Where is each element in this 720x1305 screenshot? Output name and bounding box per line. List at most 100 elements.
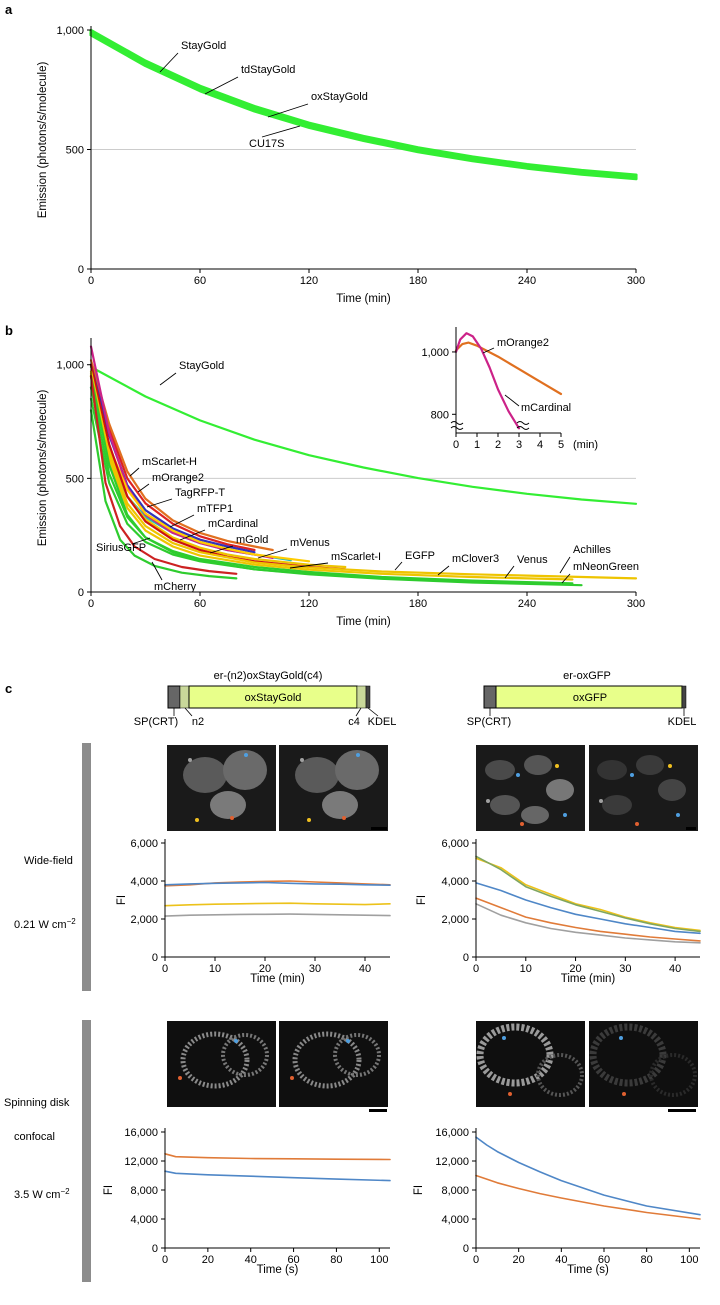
x-tick-label: 0 <box>162 963 168 975</box>
annotation-leader <box>267 103 309 118</box>
x-tick-label: 0 <box>453 439 459 451</box>
chart-c1: 0 10 20 30 40 0 2,000 4,000 6,000 Time (min) FI <box>116 838 391 985</box>
y-tick-label: 0 <box>152 1243 158 1255</box>
annotation-leader <box>504 394 520 407</box>
label-sp-crt-left: SP(CRT) <box>134 716 178 728</box>
axis-break-mark <box>516 421 530 425</box>
chart-c4: 0 20 40 60 80 100 0 4,000 8,000 12,000 16,000 Time … <box>413 1127 701 1276</box>
series-annotation: CU17S <box>249 138 284 150</box>
x-tick-label: 4 <box>537 439 543 451</box>
x-tick-label: 300 <box>627 275 645 287</box>
y-axis-label: FI <box>116 895 128 905</box>
y-axis-label: Emission (photons/s/molecule) <box>37 390 49 547</box>
y-tick-label: 6,000 <box>130 838 158 850</box>
x-tick-label: 120 <box>300 598 318 610</box>
x-axis-label: Time (s) <box>257 1264 299 1276</box>
series-line-tdstaygold <box>89 30 638 178</box>
annotation-leader <box>394 561 403 571</box>
y-tick-label: 4,000 <box>130 876 158 888</box>
panel-label-a: a <box>5 2 13 17</box>
annotation-leader <box>261 125 301 138</box>
x-axis-label: Time (min) <box>250 973 305 985</box>
y-tick-label: 0 <box>463 1243 469 1255</box>
y-axis-label: FI <box>413 1185 425 1195</box>
x-tick-label: 0 <box>473 963 479 975</box>
x-tick-label: 3 <box>516 439 522 451</box>
row2-label-2: confocal <box>14 1131 55 1143</box>
signal-peptide-block-right <box>483 685 497 709</box>
x-axis-label: Time (min) <box>336 616 391 628</box>
x-tick-label: 5 <box>558 439 564 451</box>
y-tick-label: 500 <box>66 473 84 485</box>
construct-right-body: oxGFP <box>573 692 607 704</box>
row2-label-1: Spinning disk <box>4 1097 70 1109</box>
y-axis-label: Emission (photons/s/molecule) <box>37 62 49 219</box>
y-tick-label: 500 <box>66 145 84 157</box>
x-tick-label: 40 <box>245 1254 257 1266</box>
panel-label-b: b <box>5 323 13 338</box>
row1-power: 0.21 W cm−2 <box>14 917 76 931</box>
x-tick-label: 60 <box>598 1254 610 1266</box>
annotation-leader <box>137 483 150 493</box>
axis-break-mark <box>450 421 464 425</box>
y-tick-label: 16,000 <box>435 1127 469 1139</box>
x-tick-label: 120 <box>300 275 318 287</box>
series-annotation: tdStayGold <box>241 64 295 76</box>
series-annotation: mCardinal <box>521 402 571 414</box>
annotation-leader <box>129 467 140 477</box>
micrograph-sd-right-post <box>589 1021 698 1112</box>
series-line-mvenus <box>89 375 347 569</box>
series-annotation: StayGold <box>181 40 226 52</box>
x-tick-label: 40 <box>669 963 681 975</box>
y-tick-label: 4,000 <box>441 1214 469 1226</box>
series-annotation: StayGold <box>179 360 224 372</box>
annotation-leader <box>504 565 515 579</box>
y-axis-label: FI <box>103 1185 115 1195</box>
y-tick-label: 6,000 <box>441 838 469 850</box>
chart-c2: 0 10 20 30 40 0 2,000 4,000 6,000 Time (min) FI <box>416 838 701 985</box>
series-annotation: mGold <box>236 534 268 546</box>
micrograph-wf-right-post <box>589 745 698 831</box>
series-annotation: mCherry <box>154 581 197 593</box>
annotation-leader <box>257 548 288 559</box>
label-sp-crt-right: SP(CRT) <box>467 716 511 728</box>
series-line-blue <box>475 1136 701 1216</box>
series-line-blue <box>164 881 391 887</box>
annotation-leader <box>151 561 163 581</box>
annotation-leader <box>559 556 571 574</box>
series-annotation: mOrange2 <box>152 472 204 484</box>
series-annotation: SiriusGFP <box>96 542 146 554</box>
y-tick-label: 0 <box>463 952 469 964</box>
y-tick-label: 1,000 <box>421 347 449 359</box>
micrograph-wf-left-post <box>279 745 388 831</box>
series-line-blue <box>164 1170 391 1182</box>
series-line-staygold <box>89 365 638 505</box>
annotation-leader <box>159 372 177 386</box>
series-annotation: Venus <box>517 554 548 566</box>
y-tick-label: 800 <box>431 409 449 421</box>
series-line-morange2 <box>454 341 563 396</box>
y-tick-label: 4,000 <box>441 876 469 888</box>
annotation-leader <box>204 76 239 95</box>
row1-label: Wide-field <box>24 855 73 867</box>
x-tick-label: 20 <box>259 963 271 975</box>
series-annotation: mClover3 <box>452 553 499 565</box>
signal-peptide-block <box>167 685 181 709</box>
row2-bar <box>82 1020 91 1282</box>
c4-block <box>356 685 367 709</box>
x-tick-label: 20 <box>513 1254 525 1266</box>
y-tick-label: 4,000 <box>130 1214 158 1226</box>
x-axis-label: Time (s) <box>567 1264 609 1276</box>
series-line-mcherry <box>89 375 238 575</box>
annotation-leader <box>437 565 450 576</box>
annotation-leader <box>169 514 195 528</box>
construct-right: er-oxGFP oxGFP SP(CRT) KDEL <box>467 670 697 728</box>
series-annotation: Achilles <box>573 544 611 556</box>
series-annotation: mCardinal <box>208 518 258 530</box>
x-tick-label: 10 <box>520 963 532 975</box>
x-tick-label: 180 <box>409 275 427 287</box>
series-line-mclover3 <box>89 386 574 585</box>
x-tick-label: 240 <box>518 598 536 610</box>
x-tick-label: 100 <box>680 1254 698 1266</box>
